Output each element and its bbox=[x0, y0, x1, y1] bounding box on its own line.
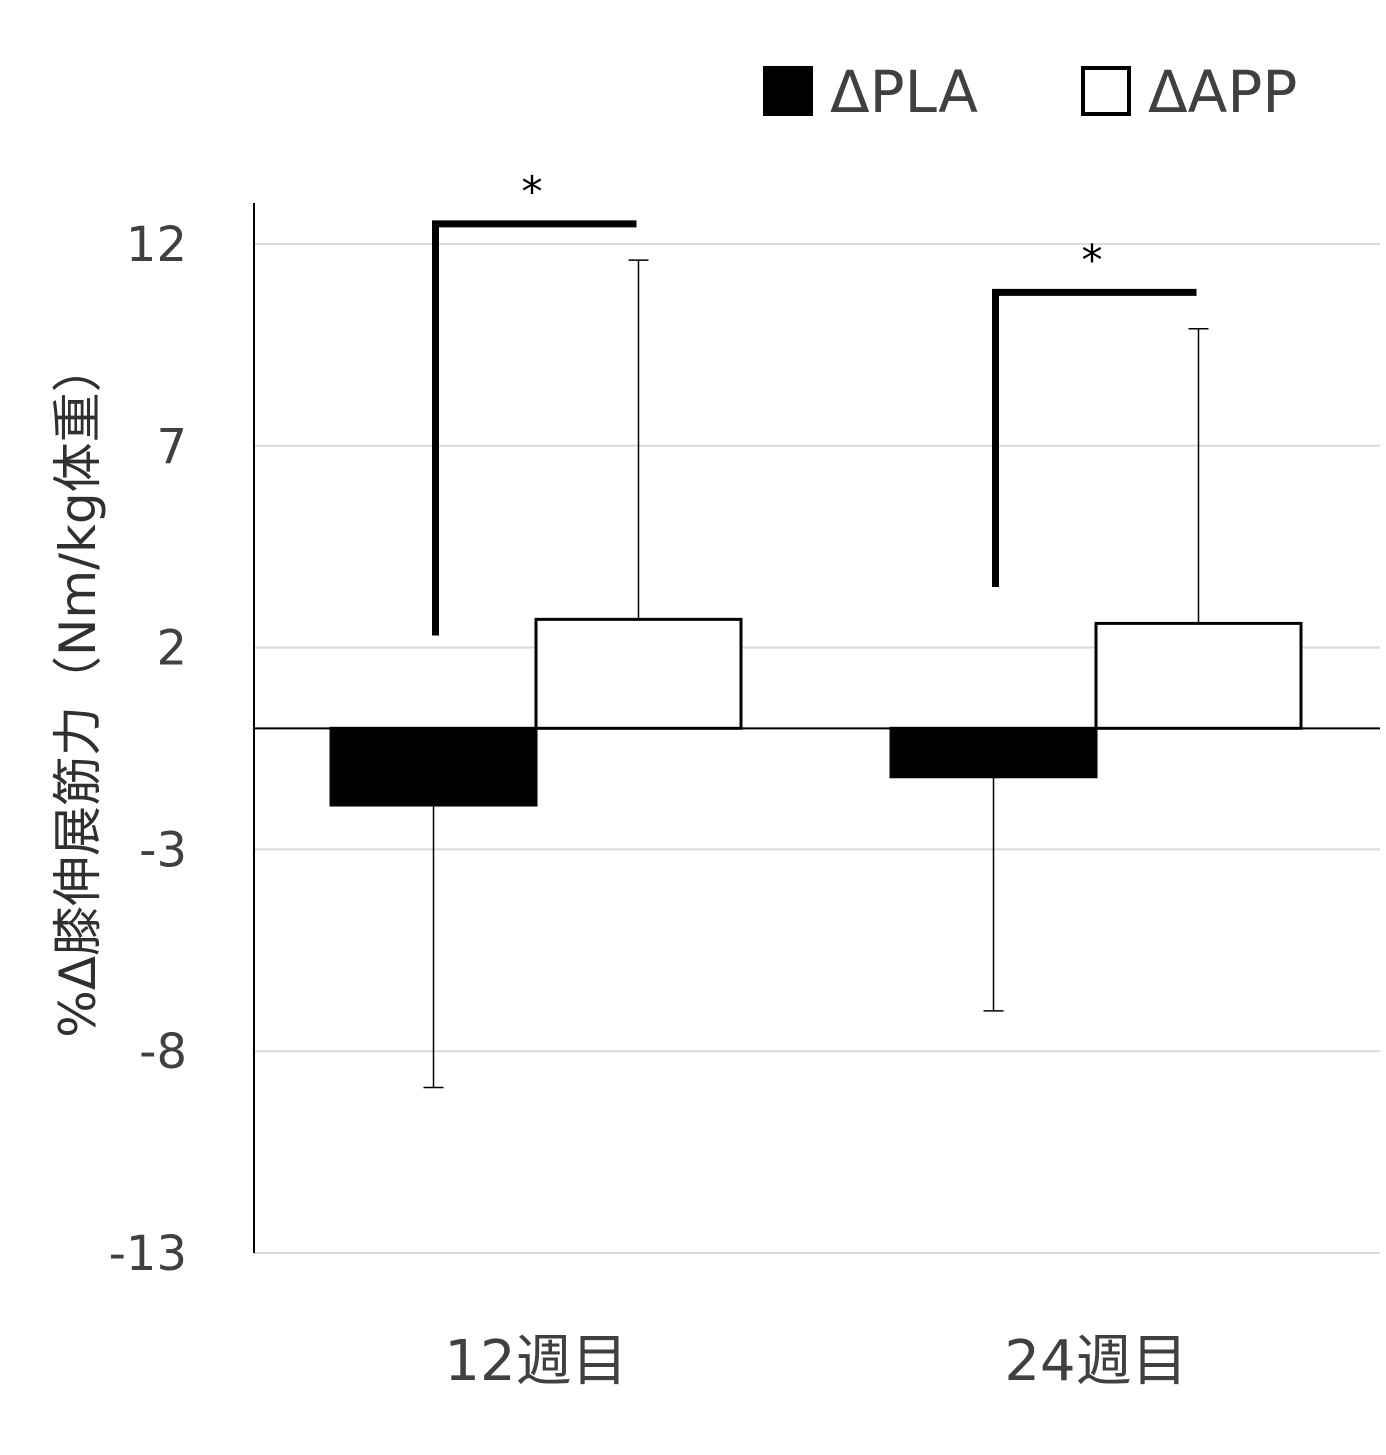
x-category-labels: 12週目 24週目 bbox=[444, 1329, 1187, 1394]
significance-bracket bbox=[432, 220, 637, 636]
y-axis-label: %Δ膝伸展筋力（Nm/kg体重） bbox=[49, 342, 107, 1037]
legend-label: ΔAPP bbox=[1148, 58, 1297, 126]
error-bars bbox=[423, 259, 1209, 1089]
bar-pla bbox=[889, 726, 1098, 779]
y-tick-label: 2 bbox=[156, 621, 187, 677]
x-category-label: 12週目 bbox=[444, 1329, 627, 1394]
significance-markers: ** bbox=[432, 167, 1197, 636]
legend-label: ΔPLA bbox=[830, 58, 978, 126]
significance-star: * bbox=[1082, 235, 1103, 284]
y-tick-label: -8 bbox=[139, 1024, 187, 1080]
y-tick-label: -3 bbox=[139, 822, 187, 878]
significance-bracket bbox=[992, 288, 1197, 588]
bar-app bbox=[534, 617, 743, 730]
legend: ΔPLA ΔAPP bbox=[763, 58, 1297, 126]
x-category-label: 24週目 bbox=[1004, 1329, 1187, 1394]
y-tick-label: 12 bbox=[126, 217, 187, 273]
y-tick-label: 7 bbox=[156, 419, 187, 475]
legend-swatch bbox=[763, 66, 813, 116]
legend-swatch bbox=[1081, 66, 1131, 116]
axes bbox=[253, 203, 1380, 1253]
significance-star: * bbox=[522, 167, 543, 216]
gridlines bbox=[254, 243, 1380, 1254]
bar-app bbox=[1094, 621, 1303, 730]
bar-pla bbox=[329, 726, 538, 807]
y-tick-label: -13 bbox=[109, 1226, 187, 1282]
y-tick-labels: 12 7 2 -3 -8 -13 bbox=[109, 217, 187, 1282]
